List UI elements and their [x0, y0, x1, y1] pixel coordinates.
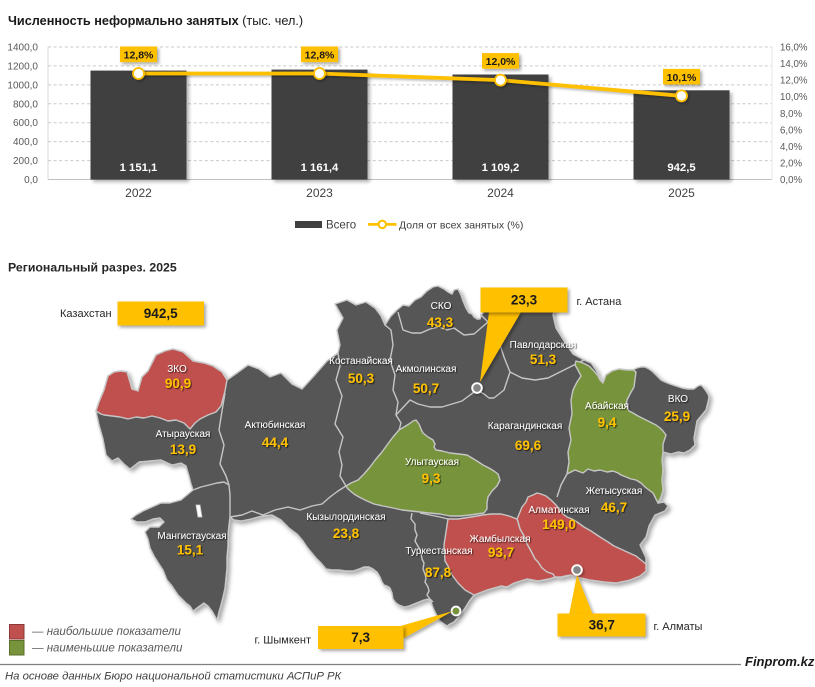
svg-text:1 109,2: 1 109,2: [482, 162, 520, 174]
svg-text:44,4: 44,4: [262, 435, 289, 450]
svg-text:10,0%: 10,0%: [780, 92, 808, 103]
svg-text:942,5: 942,5: [144, 306, 178, 321]
svg-text:Карагандинская: Карагандинская: [488, 421, 563, 432]
svg-text:51,3: 51,3: [530, 352, 557, 367]
svg-text:36,7: 36,7: [589, 618, 615, 633]
svg-text:г. Шымкент: г. Шымкент: [255, 635, 312, 647]
svg-text:800,0: 800,0: [13, 99, 38, 110]
svg-text:1 161,4: 1 161,4: [301, 162, 339, 174]
svg-text:10,1%: 10,1%: [667, 72, 697, 84]
svg-text:200,0: 200,0: [13, 156, 38, 167]
svg-text:23,3: 23,3: [511, 293, 538, 308]
svg-text:12,8%: 12,8%: [305, 50, 335, 62]
svg-text:25,9: 25,9: [664, 409, 690, 424]
svg-text:Туркестанская: Туркестанская: [405, 546, 472, 557]
svg-text:Абайская: Абайская: [585, 400, 629, 412]
svg-text:Finprom.kz: Finprom.kz: [745, 654, 815, 669]
svg-text:0,0%: 0,0%: [780, 175, 802, 186]
svg-text:Алматинская: Алматинская: [529, 505, 590, 516]
svg-text:13,9: 13,9: [170, 442, 196, 457]
svg-text:12,0%: 12,0%: [780, 76, 808, 87]
svg-text:Акмолинская: Акмолинская: [396, 364, 457, 375]
svg-text:14,0%: 14,0%: [780, 59, 808, 70]
svg-text:г. Алматы: г. Алматы: [654, 621, 703, 633]
svg-text:400,0: 400,0: [13, 137, 38, 148]
svg-text:6,0%: 6,0%: [780, 125, 802, 136]
svg-text:Жетысуская: Жетысуская: [586, 486, 643, 497]
svg-text:Всего: Всего: [326, 220, 356, 232]
svg-text:Казахстан: Казахстан: [60, 308, 112, 320]
svg-text:43,3: 43,3: [427, 315, 454, 330]
svg-text:149,0: 149,0: [542, 517, 576, 532]
svg-text:9,3: 9,3: [422, 471, 441, 486]
svg-text:Жамбылская: Жамбылская: [470, 533, 531, 545]
svg-text:На основе данных Бюро национал: На основе данных Бюро национальной стати…: [5, 671, 343, 683]
svg-text:23,8: 23,8: [333, 526, 360, 541]
svg-text:2022: 2022: [125, 186, 152, 200]
svg-text:Улытауская: Улытауская: [405, 457, 459, 468]
svg-text:9,4: 9,4: [598, 415, 617, 430]
svg-text:ЗКО: ЗКО: [167, 364, 187, 375]
svg-text:Костанайская: Костанайская: [329, 356, 393, 367]
svg-text:2024: 2024: [487, 186, 514, 200]
svg-text:Атырауская: Атырауская: [156, 429, 211, 440]
svg-text:1400,0: 1400,0: [7, 43, 38, 54]
svg-text:50,7: 50,7: [413, 381, 439, 396]
svg-text:7,3: 7,3: [351, 630, 370, 645]
svg-text:12,8%: 12,8%: [124, 50, 154, 62]
svg-text:1200,0: 1200,0: [7, 61, 38, 72]
svg-text:2,0%: 2,0%: [780, 158, 802, 169]
svg-text:2023: 2023: [306, 186, 333, 200]
svg-text:г. Астана: г. Астана: [577, 296, 623, 308]
svg-text:— наибольшие показатели: — наибольшие показатели: [31, 626, 181, 638]
svg-text:46,7: 46,7: [601, 500, 627, 515]
svg-text:— наименьшие показатели: — наименьшие показатели: [31, 643, 183, 655]
svg-text:4,0%: 4,0%: [780, 142, 802, 153]
svg-text:87,8: 87,8: [425, 565, 452, 580]
svg-text:Региональный разрез. 2025: Региональный разрез. 2025: [8, 261, 177, 275]
svg-text:16,0%: 16,0%: [780, 43, 808, 54]
svg-text:1000,0: 1000,0: [7, 80, 38, 91]
svg-text:15,1: 15,1: [177, 543, 204, 558]
svg-text:50,3: 50,3: [348, 371, 375, 386]
svg-text:90,9: 90,9: [165, 376, 191, 391]
svg-text:ВКО: ВКО: [668, 394, 688, 405]
svg-text:Мангистауская: Мангистауская: [157, 531, 226, 542]
svg-text:93,7: 93,7: [488, 545, 514, 560]
svg-text:942,5: 942,5: [667, 162, 695, 174]
svg-text:СКО: СКО: [431, 301, 452, 312]
svg-text:12,0%: 12,0%: [486, 56, 516, 68]
svg-text:2025: 2025: [668, 186, 695, 200]
svg-text:69,6: 69,6: [515, 438, 542, 453]
svg-text:Павлодарская: Павлодарская: [510, 340, 577, 351]
svg-text:8,0%: 8,0%: [780, 109, 802, 120]
svg-text:Актюбинская: Актюбинская: [245, 419, 306, 431]
svg-text:Кызылординская: Кызылординская: [306, 512, 385, 523]
svg-text:0,0: 0,0: [24, 175, 38, 186]
svg-text:600,0: 600,0: [13, 118, 38, 129]
svg-text:Доля от всех занятых (%): Доля от всех занятых (%): [399, 220, 523, 232]
svg-text:Численность неформально заняты: Численность неформально занятых (тыс. че…: [8, 14, 303, 28]
svg-text:1 151,1: 1 151,1: [120, 162, 158, 174]
